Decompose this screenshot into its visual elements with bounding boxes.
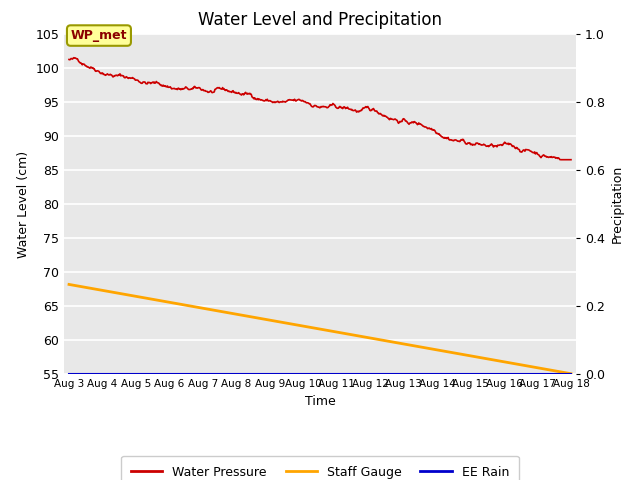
EE Rain: [177, 372, 184, 377]
EE Rain: [204, 372, 211, 377]
Water Pressure: [204, 89, 212, 95]
Water Pressure: [381, 113, 389, 119]
Water Pressure: [567, 157, 575, 163]
Water Pressure: [557, 157, 564, 163]
Y-axis label: Precipitation: Precipitation: [611, 165, 623, 243]
Water Pressure: [65, 57, 73, 62]
Staff Gauge: [65, 282, 73, 288]
Water Pressure: [70, 55, 77, 60]
EE Rain: [74, 372, 82, 377]
EE Rain: [381, 372, 388, 377]
Staff Gauge: [396, 340, 403, 346]
EE Rain: [396, 372, 403, 377]
Staff Gauge: [567, 371, 575, 377]
EE Rain: [567, 372, 575, 377]
Water Pressure: [177, 86, 185, 92]
Title: Water Level and Precipitation: Water Level and Precipitation: [198, 11, 442, 29]
Water Pressure: [396, 119, 404, 124]
Water Pressure: [127, 75, 134, 81]
EE Rain: [126, 372, 134, 377]
Staff Gauge: [204, 306, 211, 312]
Legend: Water Pressure, Staff Gauge, EE Rain: Water Pressure, Staff Gauge, EE Rain: [121, 456, 519, 480]
Line: Staff Gauge: Staff Gauge: [69, 285, 571, 374]
X-axis label: Time: Time: [305, 395, 335, 408]
EE Rain: [65, 372, 73, 377]
Staff Gauge: [177, 301, 184, 307]
Staff Gauge: [74, 283, 82, 289]
Staff Gauge: [126, 292, 134, 298]
Staff Gauge: [381, 338, 388, 344]
Y-axis label: Water Level (cm): Water Level (cm): [17, 150, 29, 258]
Water Pressure: [75, 59, 83, 64]
Text: WP_met: WP_met: [70, 29, 127, 42]
Line: Water Pressure: Water Pressure: [69, 58, 571, 160]
